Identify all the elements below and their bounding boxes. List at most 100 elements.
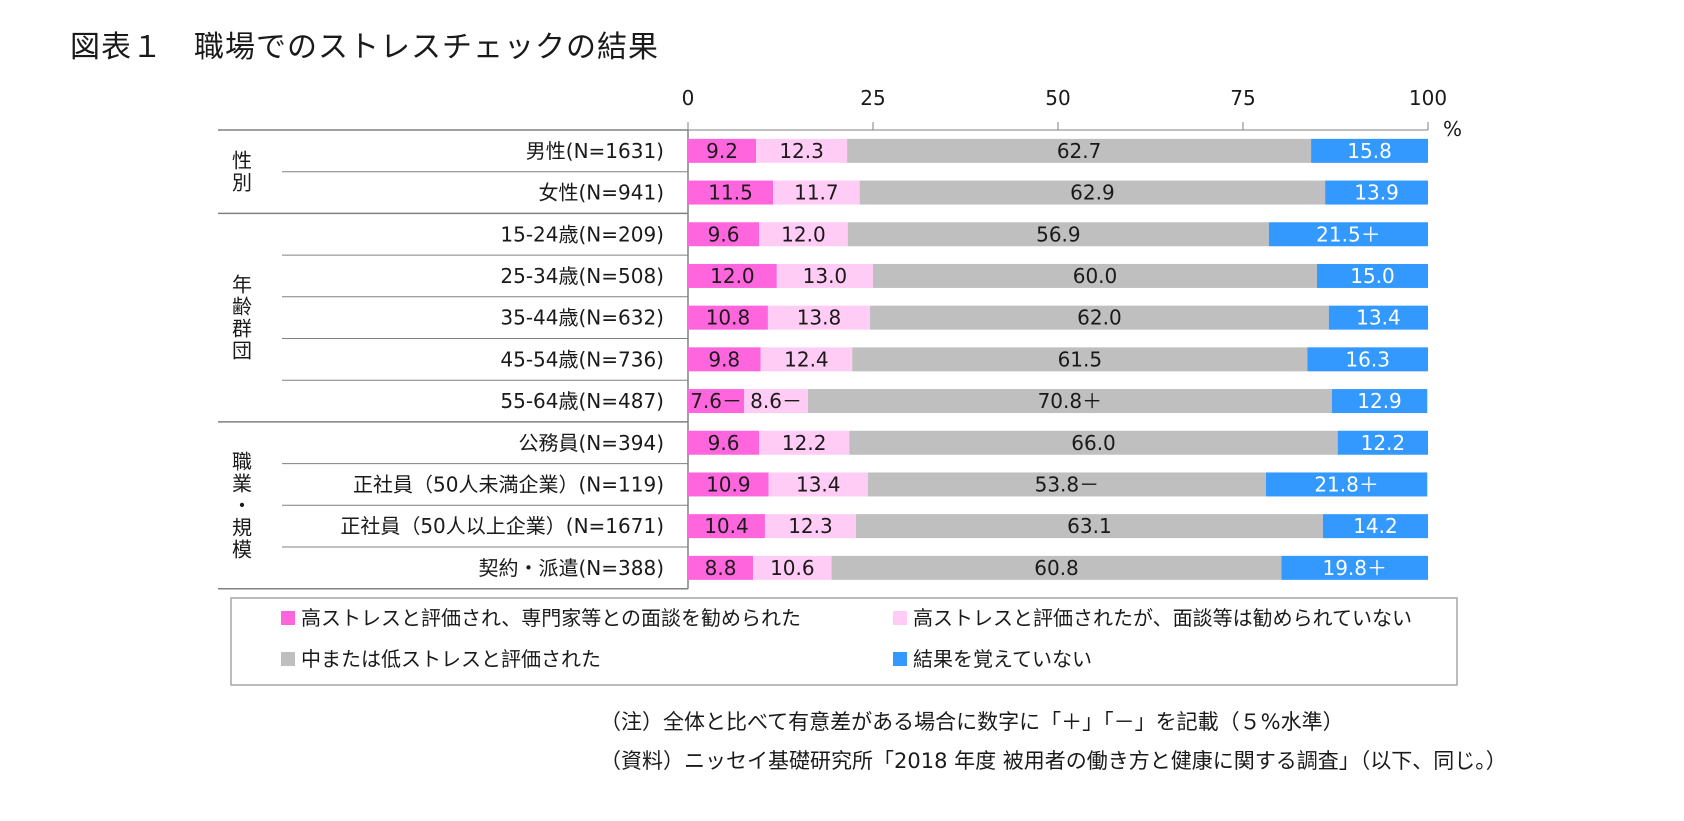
bar-segment <box>849 430 1338 455</box>
data-label: 12.4 <box>784 347 829 371</box>
category-label: 男性(N=1631) <box>526 139 664 163</box>
bar-segment <box>1317 263 1428 288</box>
x-tick-label: 75 <box>1230 86 1255 110</box>
data-label: 11.5 <box>708 181 753 205</box>
data-label: 53.8－ <box>1035 472 1100 496</box>
category-label: 正社員（50人以上企業）(N=1671) <box>340 514 664 538</box>
data-label: 11.7 <box>794 181 839 205</box>
legend-label: 結果を覚えていない <box>913 647 1092 671</box>
data-label: 13.9 <box>1354 181 1399 205</box>
data-label: 15.0 <box>1350 264 1395 288</box>
bar-segment <box>776 263 873 288</box>
data-label: 9.6 <box>708 431 740 455</box>
data-label: 12.9 <box>1357 389 1402 413</box>
legend-label: 高ストレスと評価され、専門家等との面談を勧められた <box>301 606 801 630</box>
bar-segment <box>753 555 832 580</box>
data-label: 61.5 <box>1058 347 1103 371</box>
bar-segment <box>1281 555 1428 580</box>
bar-segment <box>688 430 760 455</box>
data-label: 19.8＋ <box>1322 556 1387 580</box>
bar-segment <box>688 138 757 163</box>
bar-segment <box>855 514 1323 539</box>
bar-segment <box>688 472 769 497</box>
x-unit-label: % <box>1443 117 1462 141</box>
bar-segment <box>1322 514 1428 539</box>
data-label: 13.4 <box>796 472 841 496</box>
data-label: 62.0 <box>1077 306 1122 330</box>
bar-segment <box>831 555 1282 580</box>
data-label: 14.2 <box>1353 514 1398 538</box>
category-label: 15-24歳(N=209) <box>500 222 664 246</box>
category-label: 女性(N=941) <box>539 181 665 205</box>
data-label: 15.8 <box>1347 139 1392 163</box>
bar-segment <box>847 222 1269 247</box>
category-label: 25-34歳(N=508) <box>500 264 664 288</box>
bar-segment <box>767 305 871 330</box>
bar-segment <box>759 222 848 247</box>
data-label: 9.6 <box>708 222 740 246</box>
significance-note: （注）全体と比べて有意差がある場合に数字に「＋」「－」を記載（５%水準） <box>600 710 1344 734</box>
x-tick-label: 100 <box>1409 86 1447 110</box>
x-tick-label: 50 <box>1045 86 1070 110</box>
data-label: 12.2 <box>1361 431 1406 455</box>
bar-segment <box>873 263 1317 288</box>
group-label: 職業・規模 <box>232 449 252 561</box>
data-label: 12.0 <box>710 264 755 288</box>
data-label: 12.3 <box>788 514 833 538</box>
bar-segment <box>1311 138 1428 163</box>
data-label: 13.8 <box>797 306 842 330</box>
data-label: 12.2 <box>782 431 827 455</box>
data-label: 62.7 <box>1057 139 1102 163</box>
data-label: 60.0 <box>1073 264 1118 288</box>
bar-segment <box>1328 305 1428 330</box>
data-label: 8.6－ <box>750 389 802 413</box>
bar-segment <box>1325 180 1428 205</box>
data-label: 70.8＋ <box>1038 389 1103 413</box>
bar-segment <box>1265 472 1428 497</box>
group-label: 性別 <box>232 149 252 195</box>
bar-segment <box>688 555 754 580</box>
data-label: 60.8 <box>1034 556 1079 580</box>
data-label: 63.1 <box>1067 514 1112 538</box>
data-label: 13.4 <box>1356 306 1401 330</box>
x-tick-label: 25 <box>860 86 885 110</box>
bar-segment <box>760 347 853 372</box>
bar-segment <box>688 347 761 372</box>
data-label: 62.9 <box>1070 181 1115 205</box>
data-label: 10.6 <box>770 556 815 580</box>
bar-segment <box>1337 430 1428 455</box>
data-label: 7.6－ <box>690 389 742 413</box>
legend-swatch <box>281 611 295 625</box>
data-label: 12.0 <box>781 222 826 246</box>
bar-segment <box>859 180 1326 205</box>
data-label: 13.0 <box>803 264 848 288</box>
data-label: 8.8 <box>705 556 737 580</box>
bar-segment <box>688 180 774 205</box>
bar-segment <box>744 389 808 414</box>
bar-segment <box>756 138 848 163</box>
bar-segment <box>688 305 768 330</box>
bar-segment <box>773 180 860 205</box>
category-label: 公務員(N=394) <box>519 431 665 455</box>
bar-segment <box>867 472 1266 497</box>
bar-segment <box>1268 222 1428 247</box>
bar-segment <box>768 472 868 497</box>
category-label: 正社員（50人未満企業）(N=119) <box>353 472 664 496</box>
category-label: 45-54歳(N=736) <box>500 347 664 371</box>
bar-segment <box>852 347 1308 372</box>
x-tick-label: 0 <box>682 86 695 110</box>
legend-swatch <box>281 652 295 666</box>
category-label: 35-44歳(N=632) <box>500 306 664 330</box>
bar-segment <box>688 389 745 414</box>
source-note: （資料）ニッセイ基礎研究所「2018 年度 被用者の働き方と健康に関する調査」（… <box>600 749 1507 773</box>
category-label: 契約・派遣(N=388) <box>479 556 665 580</box>
data-label: 21.5＋ <box>1316 222 1381 246</box>
data-label: 21.8＋ <box>1314 472 1379 496</box>
legend-box <box>230 597 1458 686</box>
data-label: 12.3 <box>779 139 824 163</box>
data-label: 10.8 <box>706 306 751 330</box>
legend-swatch <box>893 611 907 625</box>
bar-segment <box>870 305 1329 330</box>
category-label: 55-64歳(N=487) <box>500 389 664 413</box>
bar-segment <box>807 389 1332 414</box>
